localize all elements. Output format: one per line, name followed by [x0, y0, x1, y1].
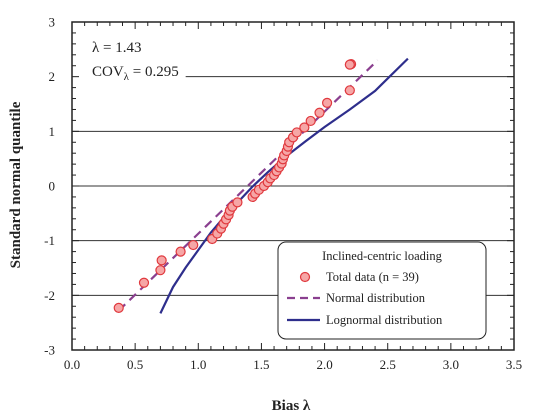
axis-ticks	[71, 21, 515, 351]
x-tick-label: 3.0	[443, 357, 459, 372]
y-tick-label: 3	[49, 15, 56, 30]
x-tick-label: 0.5	[127, 357, 143, 372]
x-tick-label: 1.0	[190, 357, 206, 372]
y-axis-title: Standard normal quantile	[8, 101, 24, 268]
legend-label-total-data: Total data (n = 39)	[326, 270, 419, 284]
cov-sub: λ	[124, 71, 130, 83]
data-point-3	[156, 255, 167, 266]
data-point-35	[321, 97, 333, 109]
x-axis-title: Bias λ	[272, 398, 311, 414]
data-point-33	[305, 115, 316, 127]
lognormal-distribution-line	[159, 57, 409, 314]
x-tick-label: 2.5	[380, 357, 396, 372]
legend-box	[277, 241, 487, 340]
y-tick-label: -2	[44, 288, 55, 303]
data-point-38	[344, 59, 355, 70]
data-point-36	[344, 85, 355, 96]
x-tick-label: 0.0	[64, 357, 80, 372]
tick-labels: 0.0 0.5 1.0 1.5 2.0 2.5 3.0 3.5 -3 -2 -1 0 1 2 3	[44, 15, 522, 373]
x-tick-label: 1.5	[253, 357, 269, 372]
legend-label-normal: Normal distribution	[326, 291, 426, 305]
x-tick-label: 2.0	[316, 357, 332, 372]
legend-marker-icon	[299, 271, 311, 283]
data-point-4	[175, 246, 186, 257]
x-tick-label: 3.5	[506, 357, 522, 372]
cov-annotation: COVλ = 0.295	[92, 64, 179, 83]
legend-label-lognormal: Lognormal distribution	[326, 313, 443, 327]
legend: Inclined-centric loading Total data (n =…	[277, 241, 487, 340]
y-tick-label: 2	[49, 69, 56, 84]
plot-area	[113, 57, 409, 314]
data-point-1	[138, 277, 150, 288]
y-tick-label: 1	[49, 124, 56, 139]
data-point-34	[314, 107, 325, 118]
y-tick-label: -1	[44, 233, 55, 248]
data-point-14	[232, 197, 243, 208]
lambda-annotation: λ = 1.43	[92, 40, 141, 56]
y-tick-label: 0	[49, 179, 56, 194]
cov-rest: = 0.295	[129, 64, 179, 80]
data-point-0	[113, 302, 124, 314]
data-point-31	[291, 127, 302, 138]
legend-title: Inclined-centric loading	[322, 249, 442, 263]
y-tick-label: -3	[44, 343, 55, 358]
data-point-2	[155, 265, 166, 276]
data-point-5	[188, 239, 199, 251]
data-point-32	[299, 122, 310, 133]
cov-main: COV	[92, 64, 124, 80]
